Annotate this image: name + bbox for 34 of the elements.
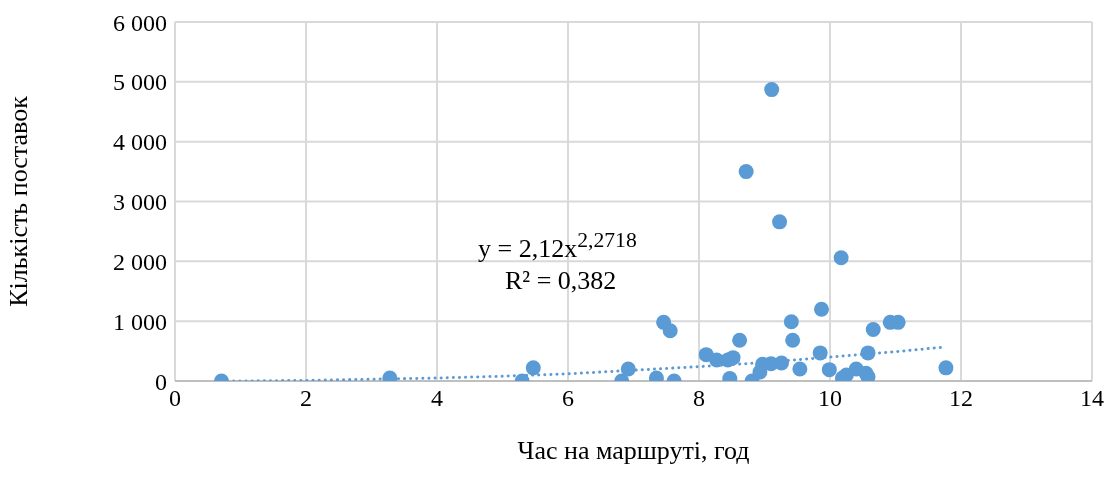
x-tick-label: 8 <box>693 385 705 412</box>
point <box>772 214 788 230</box>
y-tick-label: 4 000 <box>113 129 167 156</box>
point <box>764 82 780 98</box>
x-tick-label: 12 <box>949 385 973 412</box>
x-tick-label: 4 <box>431 385 443 412</box>
y-axis-title: Кількість поставок <box>4 95 34 307</box>
y-tick-label: 0 <box>155 368 167 395</box>
y-tick-label: 1 000 <box>113 308 167 335</box>
x-tick-label: 6 <box>562 385 574 412</box>
x-axis-title: Час на маршруті, год <box>517 436 750 465</box>
point <box>813 301 829 317</box>
point <box>732 332 748 348</box>
point <box>792 361 808 377</box>
y-tick-label: 5 000 <box>113 69 167 96</box>
point <box>785 332 801 348</box>
point <box>812 345 828 361</box>
point <box>833 250 849 266</box>
x-tick-label: 2 <box>300 385 312 412</box>
point <box>662 323 678 339</box>
point <box>738 164 754 180</box>
point <box>821 362 837 378</box>
point <box>525 360 541 376</box>
point <box>725 350 741 366</box>
y-tick-label: 6 000 <box>113 9 167 36</box>
annotation: y = 2,12x$^{2,2718}$ <box>478 228 637 263</box>
point <box>938 360 954 376</box>
x-tick-label: 14 <box>1080 385 1104 412</box>
y-tick-label: 3 000 <box>113 189 167 216</box>
point <box>783 314 799 330</box>
y-tick-label: 2 000 <box>113 248 167 275</box>
annotation: R² = 0,382 <box>505 266 617 295</box>
point <box>865 322 881 338</box>
x-tick-label: 10 <box>818 385 842 412</box>
